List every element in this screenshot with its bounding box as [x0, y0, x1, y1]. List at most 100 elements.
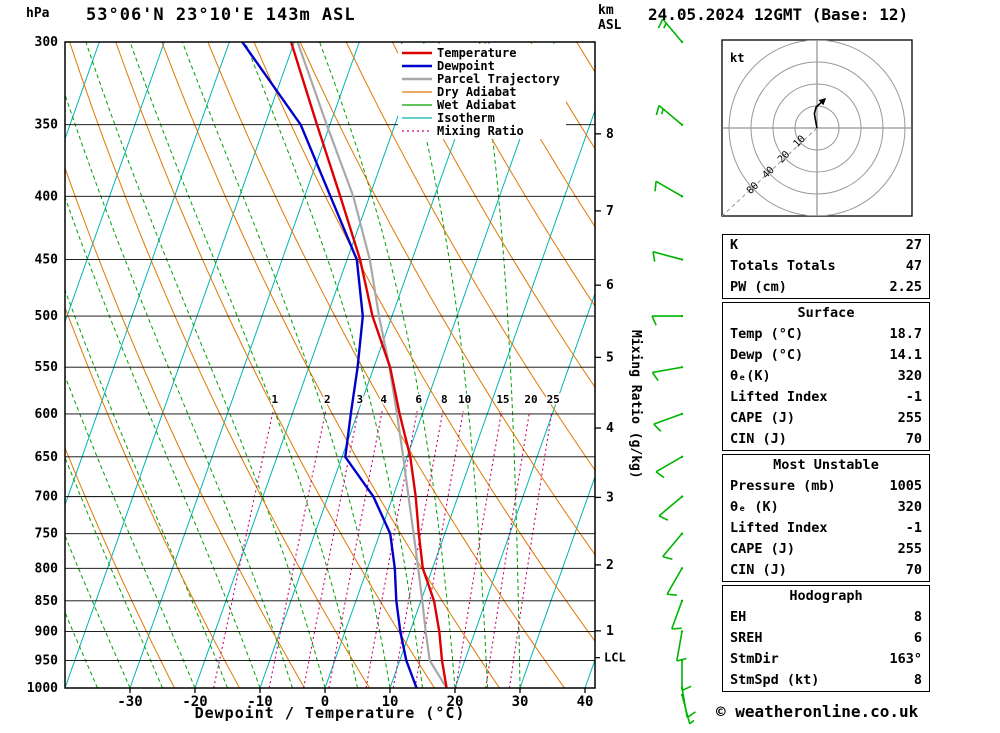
stat-label: SREH	[730, 630, 763, 646]
pressure-tick-label: 650	[35, 450, 59, 465]
km-axis: 1 2 3 4 5 6 7 8 LCL	[595, 127, 626, 665]
table-row: θₑ(K) 320	[723, 366, 929, 387]
asl-label: ASL	[598, 18, 622, 33]
isotherm-lines	[65, 42, 595, 688]
legend-label: Mixing Ratio	[437, 123, 524, 138]
table-row: StmSpd (kt) 8	[723, 670, 929, 691]
station-title: 53°06'N 23°10'E 143m ASL	[86, 5, 356, 25]
table-row: Lifted Index -1	[723, 387, 929, 408]
stat-value: -1	[905, 389, 922, 405]
pressure-tick-label: 1000	[27, 681, 58, 696]
table-row: θₑ (K) 320	[723, 497, 929, 518]
pressure-tick-label: 800	[35, 561, 59, 576]
stat-value: 18.7	[889, 326, 922, 342]
stat-value: 14.1	[889, 347, 922, 363]
legend-item: Parcel Trajectory	[402, 72, 562, 86]
legend-label: Dry Adiabat	[437, 84, 517, 99]
stat-value: 70	[905, 431, 922, 447]
stat-value: 2.25	[889, 279, 922, 295]
table-surface: Surface Temp (°C) 18.7 Dewp (°C) 14.1 θₑ(K) 32…	[722, 302, 930, 451]
stat-label: θₑ (K)	[730, 499, 779, 515]
stat-label: PW (cm)	[730, 279, 787, 295]
pressure-tick-label: 300	[35, 35, 59, 50]
km-tick-label: 3	[606, 490, 614, 505]
legend-label: Temperature	[437, 45, 517, 60]
mixing-ratio-label: 20	[524, 393, 537, 406]
table-hodograph: Hodograph EH 8 SREH 6 StmDir 163° StmSpd (kt) 8	[722, 585, 930, 692]
table-row: CAPE (J) 255	[723, 408, 929, 429]
pressure-tick-label: 500	[35, 309, 59, 324]
table-row: Pressure (mb) 1005	[723, 476, 929, 497]
pressure-tick-label: 850	[35, 594, 59, 609]
table-title: Surface	[797, 305, 855, 321]
table-indices: K 27 Totals Totals 47 PW (cm) 2.25	[722, 234, 930, 299]
pressure-tick-label: 750	[35, 527, 59, 542]
stat-label: CAPE (J)	[730, 541, 796, 557]
stat-label: EH	[730, 609, 747, 625]
temperature-axis: -30 -20 -10 0 10 20 30 40	[117, 688, 593, 710]
plot-frame	[64, 41, 596, 689]
stat-value: 27	[905, 237, 922, 253]
pressure-tick-label: 950	[35, 653, 59, 668]
pressure-gridlines: 300 350 400 450 500 550 600 650 700 750 800 850 900 9…	[27, 35, 595, 696]
pressure-axis-unit: hPa	[26, 6, 50, 21]
legend-line-sample	[402, 129, 432, 132]
copyright-link[interactable]: © weatheronline.co.uk	[716, 702, 919, 721]
stat-value: 70	[905, 562, 922, 578]
table-row: Totals Totals 47	[723, 256, 929, 277]
stat-value: -1	[905, 520, 922, 536]
hodograph-trace	[813, 102, 822, 129]
temp-tick-label: 10	[382, 694, 399, 710]
mixing-ratio-label: 25	[547, 393, 560, 406]
pressure-tick-label: 450	[35, 253, 59, 268]
legend: Temperature Dewpoint Parcel Trajectory Dry …	[398, 44, 566, 139]
km-tick-label: 5	[606, 350, 614, 365]
table-row: Lifted Index -1	[723, 518, 929, 539]
stat-label: CIN (J)	[730, 562, 787, 578]
temperature-curve	[289, 42, 448, 688]
dewpoint-curve	[241, 42, 418, 688]
legend-item: Wet Adiabat	[402, 97, 562, 112]
mixing-ratio-labels: 1 2 3 4 6 8 10 15 20 25	[270, 392, 561, 408]
stat-label: θₑ(K)	[730, 368, 771, 384]
km-tick-label: 8	[606, 127, 614, 142]
table-row: CIN (J) 70	[723, 560, 929, 581]
parcel-trajectory-curve	[296, 42, 448, 688]
mixing-ratio-label: 2	[324, 393, 331, 406]
x-axis-title: Dewpoint / Temperature (°C)	[194, 704, 466, 722]
stat-value: 8	[913, 609, 922, 625]
mixing-ratio-label: 4	[380, 393, 387, 406]
stat-label: StmDir	[730, 651, 779, 667]
pressure-tick-label: 550	[35, 360, 59, 375]
stats-panel: K 27 Totals Totals 47 PW (cm) 2.25 Surface Temp…	[722, 234, 930, 695]
wind-barb-column	[651, 18, 696, 725]
temp-tick-label: 30	[512, 694, 529, 710]
legend-line-sample	[402, 64, 432, 67]
legend-item: Dry Adiabat	[402, 84, 562, 99]
pressure-tick-label: 900	[35, 624, 59, 639]
temp-tick-label: -30	[117, 694, 142, 710]
table-row: CAPE (J) 255	[723, 539, 929, 560]
hodograph-unit-label: kt	[730, 51, 744, 65]
temp-tick-label: -20	[182, 694, 207, 710]
mixing-ratio-label: 3	[357, 393, 364, 406]
legend-line-sample	[402, 103, 432, 106]
stat-value: 320	[897, 499, 922, 515]
stat-label: Totals Totals	[730, 258, 836, 274]
mixing-ratio-axis-title: Mixing Ratio (g/kg)	[628, 330, 643, 479]
table-row: Temp (°C) 18.7	[723, 324, 929, 345]
legend-line-sample	[402, 77, 432, 80]
km-axis-unit: km ASL	[598, 3, 621, 33]
legend-item: Isotherm	[402, 111, 562, 125]
legend-label: Wet Adiabat	[437, 97, 517, 112]
stat-value: 8	[913, 672, 922, 688]
km-tick-label: 4	[606, 421, 614, 436]
stat-value: 1005	[889, 478, 922, 494]
legend-line-sample	[402, 116, 432, 119]
stat-label: Lifted Index	[730, 520, 828, 536]
mixing-ratio-label: 15	[496, 393, 509, 406]
stat-label: Pressure (mb)	[730, 478, 836, 494]
table-title: Most Unstable	[773, 457, 879, 473]
